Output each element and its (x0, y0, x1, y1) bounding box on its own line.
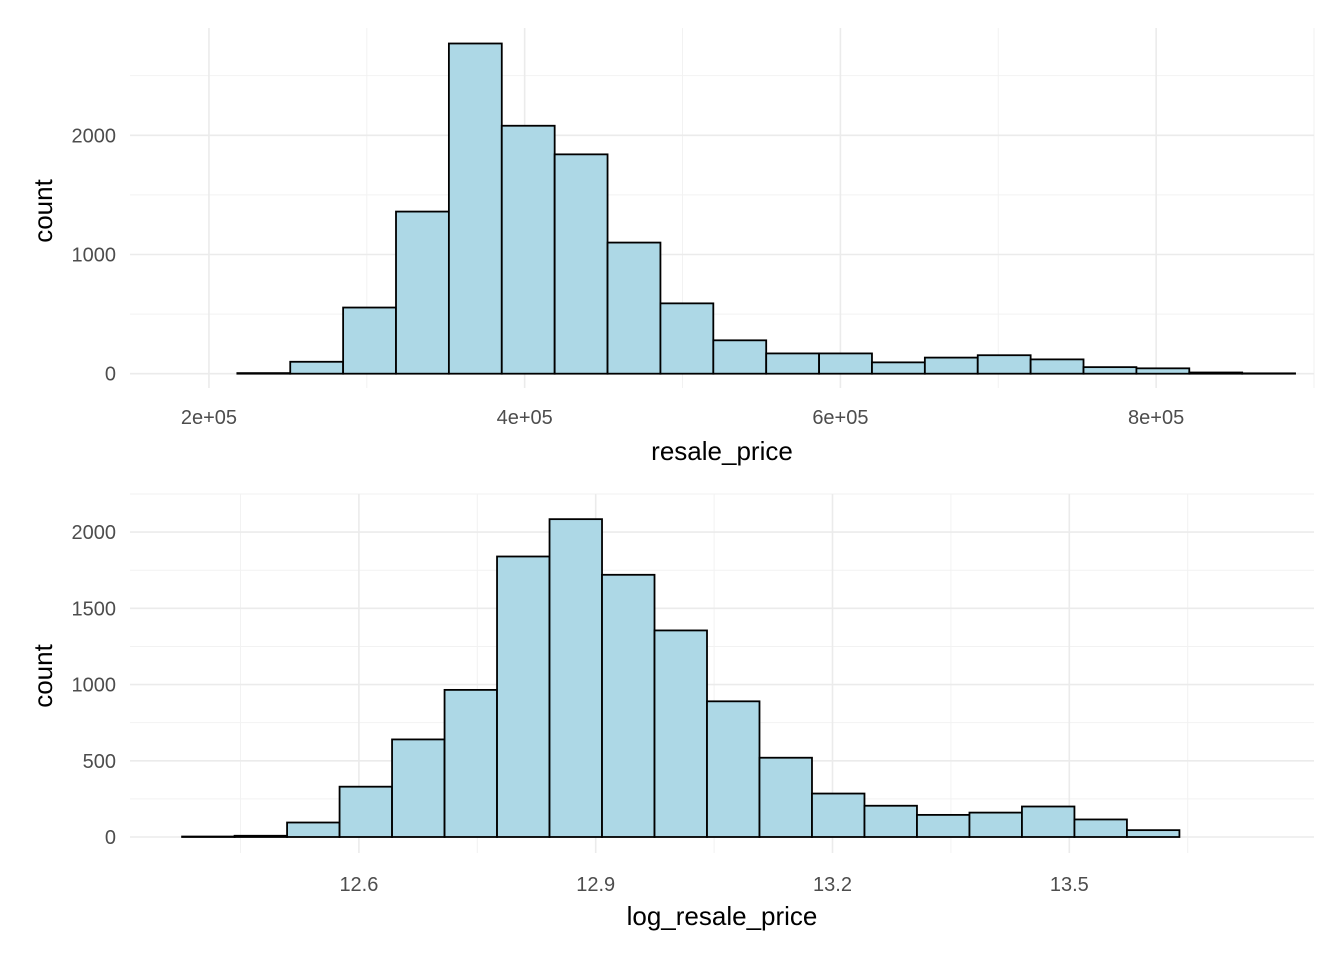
histogram-bar (1029, 358, 1085, 375)
histogram-bar (342, 306, 397, 375)
histogram-bar (606, 241, 662, 375)
histogram-bar (1082, 366, 1138, 375)
histogram-bar (553, 153, 609, 375)
x-tick-label: 13.2 (813, 874, 852, 896)
histogram-bar (1126, 829, 1181, 838)
x-tick-label: 8e+05 (1128, 407, 1184, 429)
histogram-bar (1135, 367, 1191, 375)
y-axis-title: count (28, 643, 58, 707)
histogram-bar (500, 124, 556, 375)
y-tick-label: 2000 (72, 125, 117, 147)
histogram-bar (289, 360, 345, 375)
log-resale-price-histogram: 0 500 1000 1500 2000 12.6 12.9 13.2 13.5 log_re… (28, 493, 1314, 931)
x-tick-label: 13.5 (1050, 874, 1089, 896)
histogram-bar (395, 210, 450, 375)
histogram-bar (1073, 818, 1128, 838)
x-tick-label: 4e+05 (497, 407, 553, 429)
histogram-bar (236, 372, 292, 375)
histogram-bar (765, 352, 820, 375)
histogram-bar (653, 629, 708, 838)
grid-lines (130, 28, 1315, 388)
y-tick-label: 1500 (72, 598, 117, 620)
histogram-bar (863, 804, 918, 838)
y-tick-label: 0 (105, 827, 116, 849)
x-tick-labels: 2e+05 4e+05 6e+05 8e+05 (181, 407, 1184, 429)
x-tick-label: 12.6 (339, 874, 378, 896)
y-tick-label: 0 (105, 364, 116, 386)
y-tick-label: 500 (83, 751, 116, 773)
y-tick-label: 2000 (72, 522, 117, 544)
y-axis-title: count (28, 178, 58, 242)
x-tick-labels: 12.6 12.9 13.2 13.5 (339, 874, 1088, 896)
histogram-bar (391, 738, 446, 838)
histogram-bar (1021, 805, 1076, 838)
histogram-bar (871, 361, 926, 375)
x-axis-title: resale_price (651, 436, 793, 466)
resale-price-histogram: 0 1000 2000 2e+05 4e+05 6e+05 8e+05 resale_pr… (28, 28, 1315, 466)
x-axis-title: log_resale_price (627, 901, 818, 931)
histogram-bar (548, 518, 603, 838)
y-tick-labels: 0 500 1000 1500 2000 (72, 522, 117, 849)
histogram-bar (712, 339, 768, 375)
histogram-bar (496, 555, 551, 838)
y-tick-label: 1000 (72, 244, 117, 266)
histogram-bar (968, 811, 1023, 838)
histogram-bar (601, 573, 656, 838)
y-tick-labels: 0 1000 2000 (72, 125, 117, 385)
histogram-bar (811, 792, 866, 838)
x-tick-label: 6e+05 (812, 407, 868, 429)
x-tick-label: 2e+05 (181, 407, 237, 429)
y-tick-label: 1000 (72, 675, 117, 697)
histogram-bars (236, 42, 1296, 375)
histogram-bar (916, 813, 971, 838)
histogram-bar (659, 302, 715, 375)
histogram-bar (443, 688, 498, 838)
histogram-bar (233, 834, 288, 838)
histogram-bar (338, 785, 393, 838)
histogram-bar (818, 352, 873, 375)
histogram-bars (181, 518, 1181, 838)
histogram-bar (923, 356, 979, 375)
histogram-bar (976, 354, 1032, 375)
histogram-bar (706, 700, 761, 838)
histogram-bar (286, 821, 341, 838)
x-tick-label: 12.9 (576, 874, 615, 896)
histogram-bar (1188, 371, 1244, 375)
histogram-bar (758, 756, 813, 838)
histogram-bar (447, 42, 503, 375)
